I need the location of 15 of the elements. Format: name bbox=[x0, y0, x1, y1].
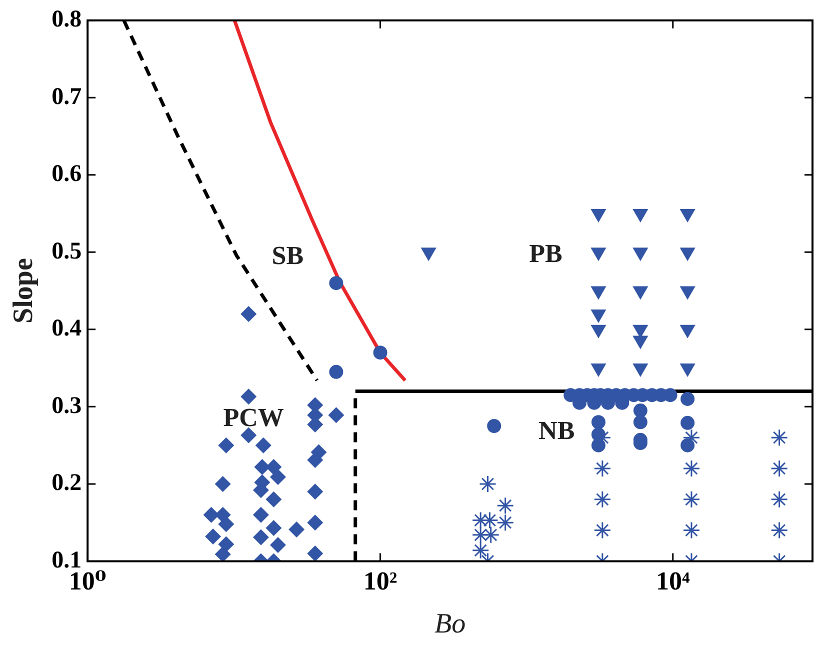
y-tick-label: 0.5 bbox=[52, 238, 82, 264]
x-tick-label: 10² bbox=[363, 566, 398, 596]
y-tick-label: 0.8 bbox=[52, 6, 82, 33]
x-tick-label: 10⁴ bbox=[656, 566, 690, 596]
annotation: NB bbox=[538, 416, 575, 446]
y-tick-label: 0.6 bbox=[52, 161, 82, 188]
annotation: SB bbox=[272, 240, 304, 270]
y-axis-title: Slope bbox=[8, 258, 40, 324]
x-axis-title: Bo bbox=[434, 608, 466, 640]
annotation: PCW bbox=[223, 403, 284, 432]
y-tick-label: 0.2 bbox=[52, 470, 82, 496]
y-tick-label: 0.7 bbox=[52, 84, 82, 110]
y-tick-label: 0.4 bbox=[52, 316, 82, 342]
annotation: PB bbox=[529, 238, 562, 268]
y-tick-label: 0.3 bbox=[52, 392, 82, 419]
